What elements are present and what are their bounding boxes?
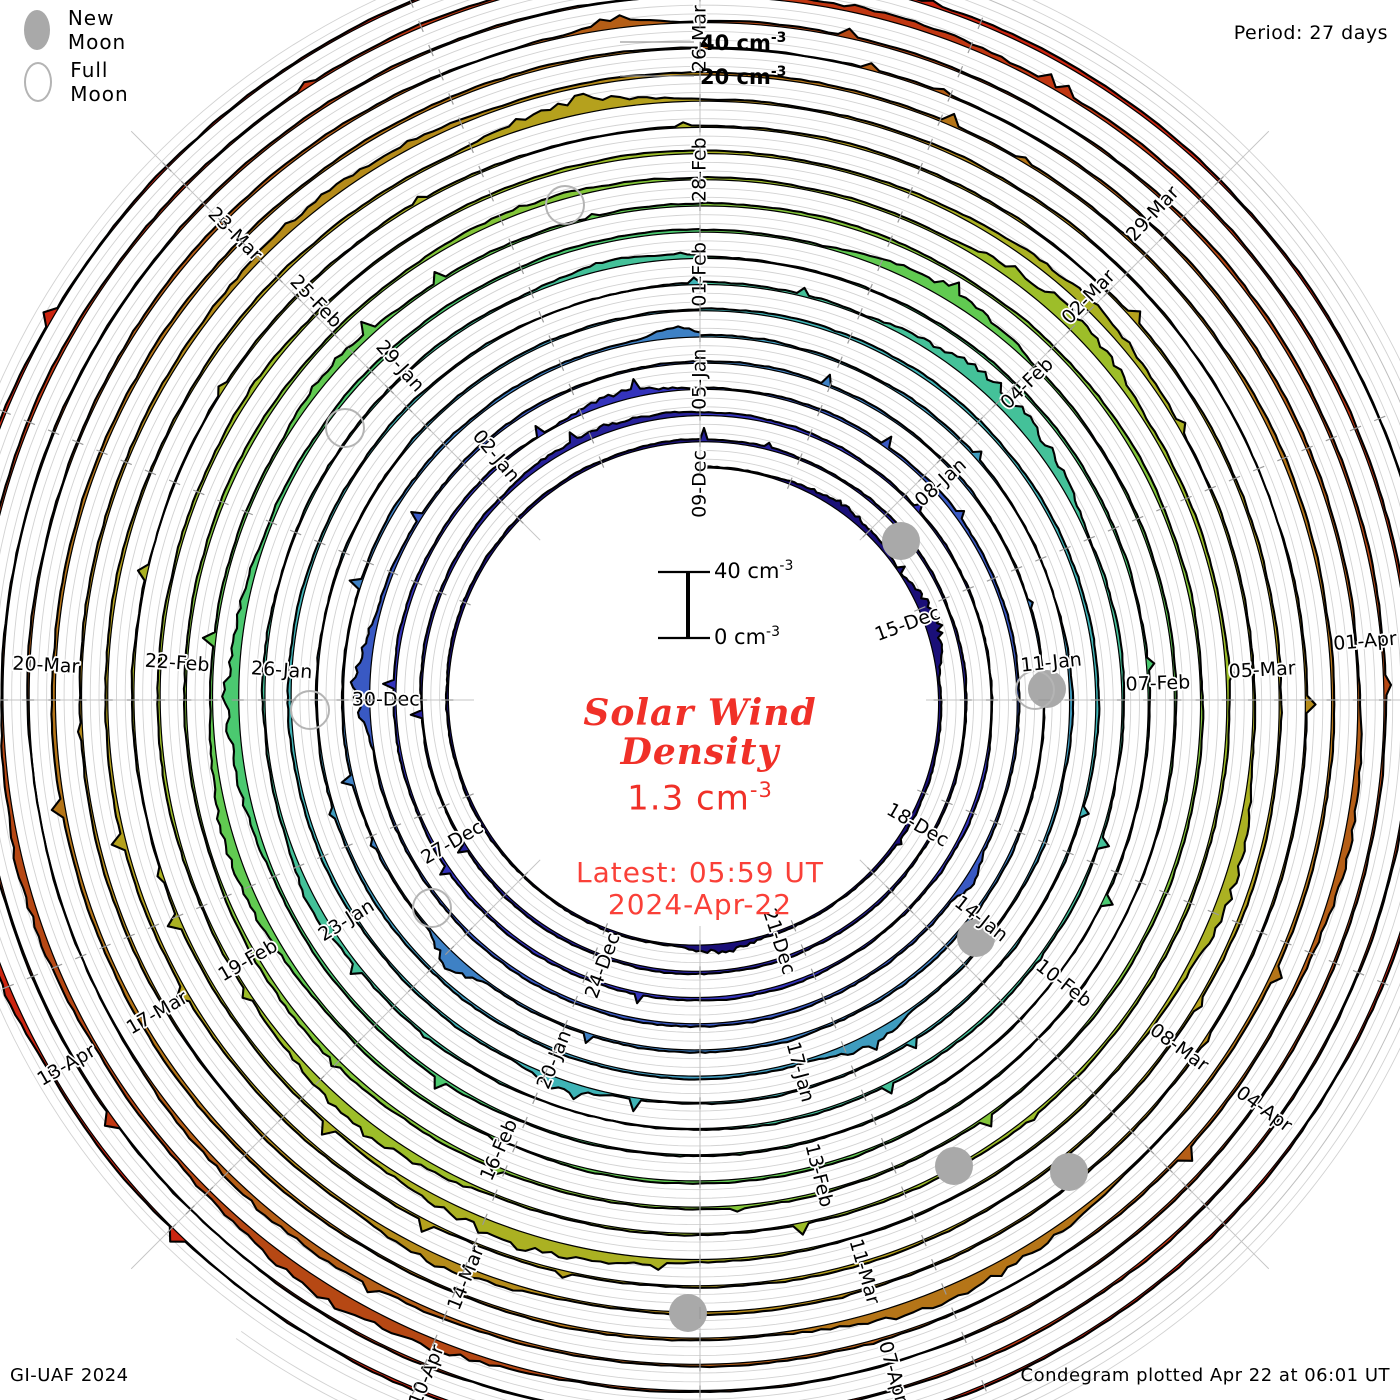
spiral-date-label: 22-Feb xyxy=(144,650,210,676)
moon-marker-full xyxy=(290,690,330,730)
current-value-readout: 1.3 cm-3 xyxy=(627,777,773,819)
center-scalebar-label-top: 40 cm-3 xyxy=(714,558,794,583)
spiral-date-label: 09-Dec xyxy=(689,450,711,518)
footer-credit: GI-UAF 2024 xyxy=(10,1365,129,1386)
moon-marker-full xyxy=(1015,670,1055,710)
spiral-date-label: 05-Jan xyxy=(689,349,711,410)
moon-marker-new xyxy=(1028,670,1066,708)
moon-marker-new xyxy=(882,522,920,560)
spiral-date-label: 30-Dec xyxy=(352,689,420,711)
latest-date: 2024-Apr-22 xyxy=(607,888,793,922)
moon-marker-full xyxy=(412,888,452,928)
period-annotation: Period: 27 days xyxy=(1233,22,1388,44)
radial-scale-label-40: 40 cm-3 xyxy=(700,30,787,55)
page-title-line2: Density xyxy=(620,730,780,773)
radial-scale-label-20: 20 cm-3 xyxy=(700,64,787,89)
page-title-line1: Solar Wind xyxy=(583,692,817,734)
filled-circle-icon xyxy=(24,10,50,50)
spiral-date-label: 01-Apr xyxy=(1332,628,1397,655)
moon-marker-new xyxy=(1050,1153,1088,1191)
moon-marker-new xyxy=(935,1147,973,1185)
center-readout: Solar Wind Density 1.3 cm-3 xyxy=(0,694,1400,818)
footer-plot-time: Condegram plotted Apr 22 at 06:01 UT xyxy=(1020,1365,1390,1386)
spiral-date-label: 07-Feb xyxy=(1125,671,1190,695)
moon-phase-markers xyxy=(290,185,1088,1332)
spiral-date-label: 05-Mar xyxy=(1228,657,1296,682)
spiral-date-label: 11-Jan xyxy=(1019,648,1082,676)
open-circle-icon xyxy=(24,62,53,102)
legend-item-full-moon: Full Moon xyxy=(24,58,140,106)
moon-marker-new xyxy=(957,919,995,957)
moon-marker-full xyxy=(545,185,585,225)
page-title: Solar Wind Density xyxy=(0,694,1400,772)
spiral-date-label: 26-Jan xyxy=(250,657,313,683)
spiral-date-label: 04-Apr xyxy=(1232,1082,1296,1137)
latest-timestamp: Latest: 05:59 UT 2024-Apr-22 xyxy=(0,856,1400,922)
spiral-date-label: 20-Mar xyxy=(12,652,80,677)
legend-item-new-moon: New Moon xyxy=(24,6,140,54)
spiral-date-label: 28-Feb xyxy=(689,137,711,202)
center-scalebar-label-bottom: 0 cm-3 xyxy=(714,624,781,649)
spiral-date-label: 13-Feb xyxy=(801,1141,838,1209)
spiral-date-label: 17-Jan xyxy=(782,1039,819,1104)
latest-time: Latest: 05:59 UT xyxy=(575,856,825,889)
spiral-date-label: 26-Mar xyxy=(689,5,711,72)
spiral-date-label: 01-Feb xyxy=(689,242,711,307)
legend-label-full-moon: Full Moon xyxy=(70,58,129,106)
legend-label-new-moon: New Moon xyxy=(67,6,127,54)
moon-marker-new xyxy=(669,1294,707,1332)
moon-marker-full xyxy=(325,408,365,448)
